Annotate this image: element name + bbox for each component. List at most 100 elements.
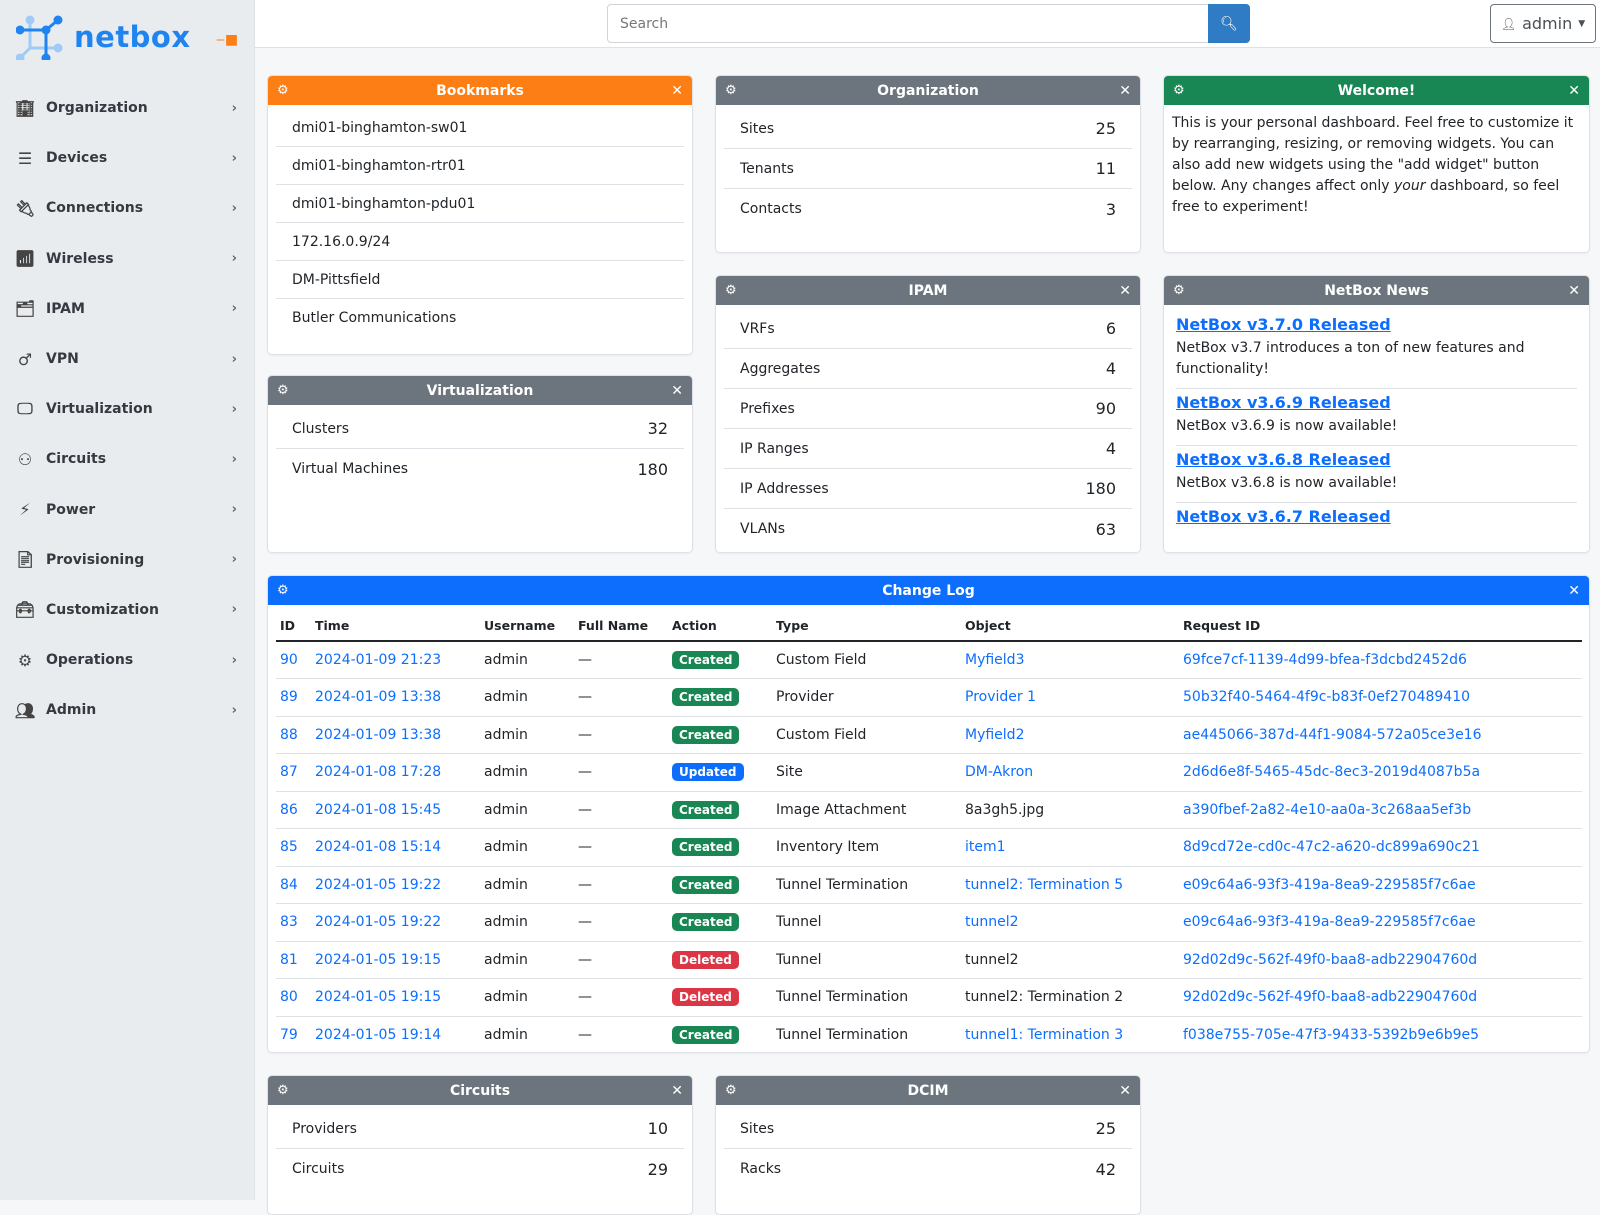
change-id-link[interactable]: 89 (280, 689, 298, 706)
request-id-link[interactable]: ae445066-387d-44f1-9084-572a05ce3e16 (1183, 726, 1482, 743)
sidebar-item-connections[interactable]: 🔌︎ Connections › (0, 183, 255, 233)
gear-icon[interactable]: ⚙ (277, 383, 289, 398)
request-id-link[interactable]: 8d9cd72e-cd0c-47c2-a620-dc899a690c21 (1183, 839, 1480, 856)
object-link[interactable]: tunnel1: Termination 3 (965, 1026, 1124, 1043)
stat-row[interactable]: IP Addresses 180 (724, 469, 1132, 509)
object-link[interactable]: Myfield3 (965, 652, 1025, 668)
stat-row[interactable]: Providers 10 (276, 1109, 684, 1149)
stat-row[interactable]: Tenants 11 (724, 149, 1132, 189)
change-time-link[interactable]: 2024-01-08 15:45 (315, 801, 442, 818)
search-button[interactable]: 🔍︎ (1208, 4, 1250, 43)
stat-row[interactable]: Circuits 29 (276, 1149, 684, 1189)
change-time-link[interactable]: 2024-01-08 15:14 (315, 839, 442, 856)
request-id-link[interactable]: f038e755-705e-47f3-9433-5392b9e6b9e5 (1183, 1026, 1480, 1043)
request-id-link[interactable]: 2d6d6e8f-5465-45dc-8ec3-2019d4087b5a (1183, 764, 1481, 781)
search-input[interactable]: Search (607, 4, 1212, 43)
change-time-link[interactable]: 2024-01-09 13:38 (315, 726, 442, 743)
stat-row[interactable]: Sites 25 (724, 1109, 1132, 1149)
stat-row[interactable]: Sites 25 (724, 109, 1132, 149)
sidebar-item-vpn[interactable]: ♂ VPN › (0, 334, 255, 384)
gear-icon[interactable]: ⚙ (277, 1083, 289, 1098)
stat-row[interactable]: VRFs 6 (724, 309, 1132, 349)
stat-row[interactable]: Clusters 32 (276, 409, 684, 449)
object-link[interactable]: DM-Akron (965, 764, 1034, 781)
sidebar-item-customization[interactable]: 🧰︎ Customization › (0, 585, 255, 635)
bookmark-link[interactable]: dmi01-binghamton-pdu01 (276, 185, 684, 223)
close-icon[interactable]: ✕ (1568, 582, 1580, 599)
close-icon[interactable]: ✕ (1119, 1082, 1131, 1099)
change-id-link[interactable]: 79 (280, 1026, 298, 1043)
stat-row[interactable]: Prefixes 90 (724, 389, 1132, 429)
object-link[interactable]: Myfield2 (965, 726, 1025, 743)
sidebar-item-admin[interactable]: 👥︎ Admin › (0, 685, 255, 735)
bookmark-link[interactable]: Butler Communications (276, 299, 684, 337)
sidebar-item-power[interactable]: ⚡︎ Power › (0, 485, 255, 535)
gear-icon[interactable]: ⚙ (725, 1083, 737, 1098)
gear-icon[interactable]: ⚙ (1173, 283, 1185, 298)
change-time-link[interactable]: 2024-01-09 21:23 (315, 652, 442, 668)
change-id-link[interactable]: 88 (280, 726, 298, 743)
close-icon[interactable]: ✕ (1119, 282, 1131, 299)
gear-icon[interactable]: ⚙ (1173, 83, 1185, 98)
change-id-link[interactable]: 86 (280, 801, 298, 818)
bookmark-link[interactable]: dmi01-binghamton-rtr01 (276, 147, 684, 185)
bookmark-link[interactable]: dmi01-binghamton-sw01 (276, 109, 684, 147)
sidebar-item-wireless[interactable]: 📶︎ Wireless › (0, 234, 255, 284)
sidebar-item-operations[interactable]: ⚙ Operations › (0, 635, 255, 685)
change-id-link[interactable]: 80 (280, 989, 298, 1006)
object-link[interactable]: tunnel2: Termination 5 (965, 876, 1124, 893)
request-id-link[interactable]: 50b32f40-5464-4f9c-b83f-0ef270489410 (1183, 689, 1471, 706)
change-time-link[interactable]: 2024-01-05 19:22 (315, 914, 442, 931)
pin-icon[interactable]: ‒■ (216, 32, 239, 48)
close-icon[interactable]: ✕ (671, 382, 683, 399)
close-icon[interactable]: ✕ (671, 82, 683, 99)
bookmark-link[interactable]: 172.16.0.9/24 (276, 223, 684, 261)
change-id-link[interactable]: 83 (280, 914, 298, 931)
gear-icon[interactable]: ⚙ (277, 583, 289, 598)
sidebar-item-virtualization[interactable]: 🖵︎ Virtualization › (0, 384, 255, 434)
sidebar-item-organization[interactable]: 🏢︎ Organization › (0, 83, 255, 133)
change-time-link[interactable]: 2024-01-05 19:22 (315, 876, 442, 893)
news-link[interactable]: NetBox v3.6.9 Released (1176, 393, 1391, 412)
change-time-link[interactable]: 2024-01-08 17:28 (315, 764, 442, 781)
news-link[interactable]: NetBox v3.7.0 Released (1176, 315, 1391, 334)
gear-icon[interactable]: ⚙ (277, 83, 289, 98)
sidebar-item-devices[interactable]: ☰ Devices › (0, 133, 255, 183)
netbox-logo[interactable]: netbox (16, 14, 191, 60)
object-link[interactable]: tunnel2 (965, 914, 1019, 931)
news-link[interactable]: NetBox v3.6.7 Released (1176, 507, 1391, 526)
bookmark-link[interactable]: DM-Pittsfield (276, 261, 684, 299)
change-id-link[interactable]: 81 (280, 951, 298, 968)
gear-icon[interactable]: ⚙ (725, 283, 737, 298)
stat-row[interactable]: Contacts 3 (724, 189, 1132, 229)
stat-row[interactable]: Racks 42 (724, 1149, 1132, 1189)
change-id-link[interactable]: 87 (280, 764, 298, 781)
user-menu-button[interactable]: 👤︎ admin ▼ (1490, 4, 1596, 43)
close-icon[interactable]: ✕ (1568, 82, 1580, 99)
request-id-link[interactable]: 92d02d9c-562f-49f0-baa8-adb22904760d (1183, 951, 1478, 968)
close-icon[interactable]: ✕ (1568, 282, 1580, 299)
change-id-link[interactable]: 85 (280, 839, 298, 856)
close-icon[interactable]: ✕ (1119, 82, 1131, 99)
change-time-link[interactable]: 2024-01-09 13:38 (315, 689, 442, 706)
close-icon[interactable]: ✕ (671, 1082, 683, 1099)
request-id-link[interactable]: a390fbef-2a82-4e10-aa0a-3c268aa5ef3b (1183, 801, 1472, 818)
change-time-link[interactable]: 2024-01-05 19:15 (315, 951, 442, 968)
request-id-link[interactable]: e09c64a6-93f3-419a-8ea9-229585f7c6ae (1183, 914, 1476, 931)
sidebar-item-ipam[interactable]: 🗂︎ IPAM › (0, 284, 255, 334)
sidebar-item-circuits[interactable]: ⚇ Circuits › (0, 434, 255, 484)
stat-row[interactable]: Aggregates 4 (724, 349, 1132, 389)
sidebar-item-provisioning[interactable]: 📄︎ Provisioning › (0, 535, 255, 585)
change-id-link[interactable]: 90 (280, 652, 298, 668)
request-id-link[interactable]: 92d02d9c-562f-49f0-baa8-adb22904760d (1183, 989, 1478, 1006)
request-id-link[interactable]: 69fce7cf-1139-4d99-bfea-f3dcbd2452d6 (1183, 652, 1467, 668)
stat-row[interactable]: IP Ranges 4 (724, 429, 1132, 469)
gear-icon[interactable]: ⚙ (725, 83, 737, 98)
stat-row[interactable]: Virtual Machines 180 (276, 449, 684, 489)
change-time-link[interactable]: 2024-01-05 19:15 (315, 989, 442, 1006)
request-id-link[interactable]: e09c64a6-93f3-419a-8ea9-229585f7c6ae (1183, 876, 1476, 893)
change-time-link[interactable]: 2024-01-05 19:14 (315, 1026, 442, 1043)
news-link[interactable]: NetBox v3.6.8 Released (1176, 450, 1391, 469)
object-link[interactable]: Provider 1 (965, 689, 1036, 706)
object-link[interactable]: item1 (965, 839, 1006, 856)
